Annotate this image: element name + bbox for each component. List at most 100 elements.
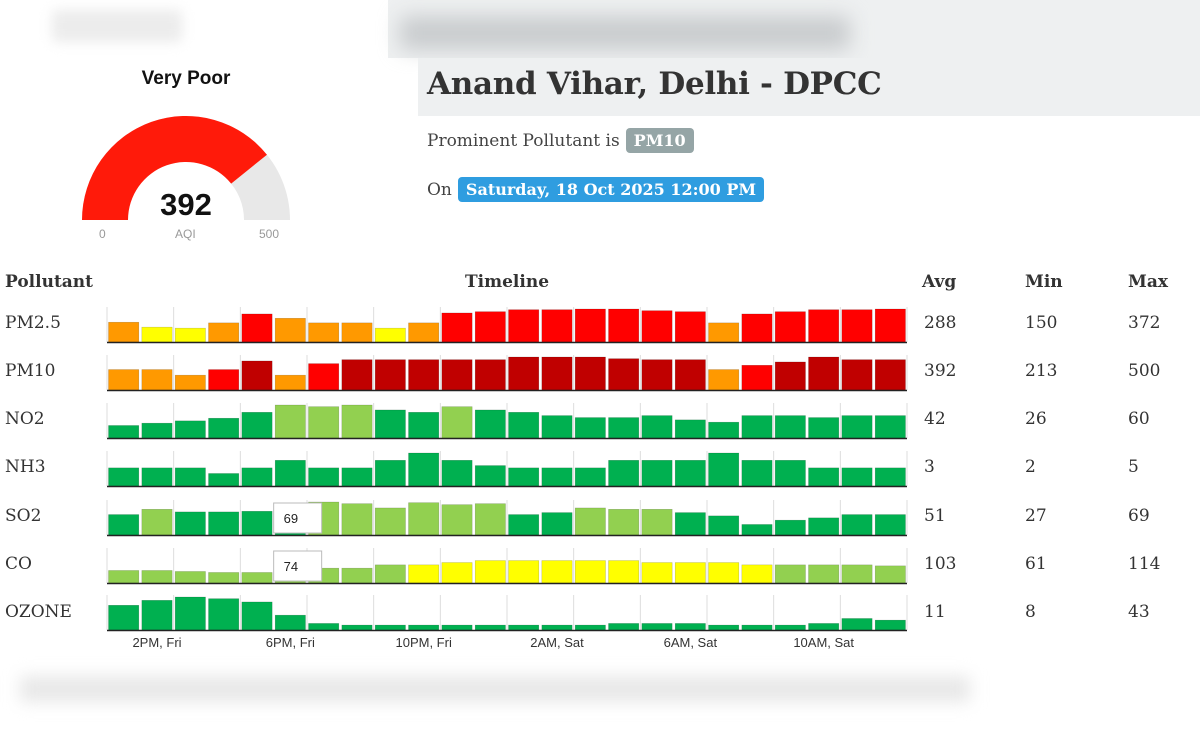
timeline-bar	[774, 415, 806, 439]
timeline-bar	[408, 412, 440, 439]
pollutant-avg: 51	[924, 506, 946, 526]
timeline-bar	[774, 624, 806, 631]
pollutant-avg: 42	[924, 409, 946, 429]
pollutant-name: NO2	[5, 409, 45, 429]
timeline-bar	[841, 415, 873, 439]
timeline-bar	[441, 460, 473, 487]
timeline-bar	[241, 572, 273, 584]
timeline-bar	[341, 503, 373, 536]
timeline-bar	[774, 519, 806, 536]
timeline-bar	[108, 570, 140, 584]
timeline-bar	[608, 308, 640, 343]
timeline-bar	[208, 473, 240, 487]
timeline-bar	[841, 309, 873, 343]
timeline-bar	[308, 623, 340, 631]
timeline-bar	[708, 322, 740, 343]
pollutant-name: NH3	[5, 457, 46, 477]
aqi-unit-label: AQI	[175, 227, 196, 241]
timeline-bar	[708, 452, 740, 487]
x-tick-label: 6PM, Fri	[266, 635, 315, 650]
timeline-bar	[808, 517, 840, 536]
timeline-bar	[108, 605, 140, 631]
timeline-bar	[708, 515, 740, 536]
timeline-bar	[641, 415, 673, 439]
pollutant-name: OZONE	[5, 602, 72, 622]
timeline-bar	[674, 311, 706, 343]
timeline-bar	[874, 467, 906, 487]
blurred-footer	[20, 676, 970, 702]
timeline-bar	[608, 417, 640, 439]
timeline-bar	[374, 507, 406, 536]
aqi-gauge: Very Poor 392 0 AQI 500	[70, 60, 302, 245]
timeline-bar	[741, 313, 773, 343]
timeline-bar	[741, 415, 773, 439]
timeline-bar	[474, 311, 506, 343]
timeline-bar	[674, 359, 706, 391]
timeline-bar	[674, 512, 706, 536]
value-tooltip	[273, 550, 323, 582]
value-tooltip-text: 74	[284, 559, 298, 574]
timeline-bar	[508, 412, 540, 439]
timeline-bar	[741, 564, 773, 584]
aqi-gauge-dial	[82, 115, 290, 220]
timeline-bar	[341, 567, 373, 584]
timeline-bar	[641, 460, 673, 487]
timeline-bar	[441, 359, 473, 391]
timeline-bar	[874, 308, 906, 343]
timeline-bar	[674, 460, 706, 487]
timeline-bar	[474, 409, 506, 439]
datetime-badge: Saturday, 18 Oct 2025 12:00 PM	[457, 177, 765, 202]
datetime-row: On Saturday, 18 Oct 2025 12:00 PM	[427, 177, 765, 202]
pollutant-name: PM10	[5, 361, 56, 381]
timeline-bar	[541, 512, 573, 536]
timeline-bar	[508, 467, 540, 487]
timeline-bar	[274, 404, 306, 439]
timeline-bar	[441, 624, 473, 631]
timeline-bar	[274, 614, 306, 631]
timeline-bar	[608, 509, 640, 536]
timeline-bar	[841, 564, 873, 584]
timeline-bar	[108, 514, 140, 536]
pollutant-min: 8	[1025, 602, 1036, 622]
timeline-bar	[741, 524, 773, 536]
timeline-bar	[408, 452, 440, 487]
timeline-bar	[508, 356, 540, 391]
timeline-bar	[874, 415, 906, 439]
timeline-bar	[108, 321, 140, 343]
x-tick-label: 10AM, Sat	[793, 635, 854, 650]
timeline-bar	[208, 572, 240, 584]
timeline-bar	[174, 374, 206, 391]
timeline-bar	[541, 560, 573, 584]
timeline-bar	[408, 502, 440, 536]
timeline-bar	[341, 624, 373, 631]
prominent-pollutant-row: Prominent Pollutant is PM10	[427, 128, 694, 153]
pollutant-avg: 103	[924, 554, 957, 574]
timeline-bar	[541, 467, 573, 487]
timeline-bar	[174, 596, 206, 631]
aqi-min-label: 0	[99, 227, 106, 241]
pollutant-max: 500	[1128, 361, 1161, 381]
pollutant-max: 5	[1128, 457, 1139, 477]
aqi-value: 392	[160, 187, 212, 222]
pollutant-min: 61	[1025, 554, 1047, 574]
timeline-bar	[374, 327, 406, 343]
timeline-bar	[841, 467, 873, 487]
timeline-bar	[541, 624, 573, 631]
timeline-bar	[574, 624, 606, 631]
timeline-bar	[508, 560, 540, 584]
pollutant-min: 213	[1025, 361, 1058, 381]
timeline-bar	[708, 624, 740, 631]
aqi-gauge-fill	[82, 115, 267, 220]
timeline-bar	[374, 564, 406, 584]
timeline-bar	[808, 417, 840, 439]
timeline-bar	[341, 404, 373, 439]
aqi-status: Very Poor	[141, 68, 231, 89]
timeline-bar	[208, 322, 240, 343]
timeline-bar	[308, 363, 340, 391]
timeline-bar	[674, 623, 706, 631]
pollutant-max: 372	[1128, 313, 1161, 333]
timeline-bar	[108, 467, 140, 487]
x-tick-label: 10PM, Fri	[395, 635, 451, 650]
aqi-max-label: 500	[259, 227, 280, 241]
